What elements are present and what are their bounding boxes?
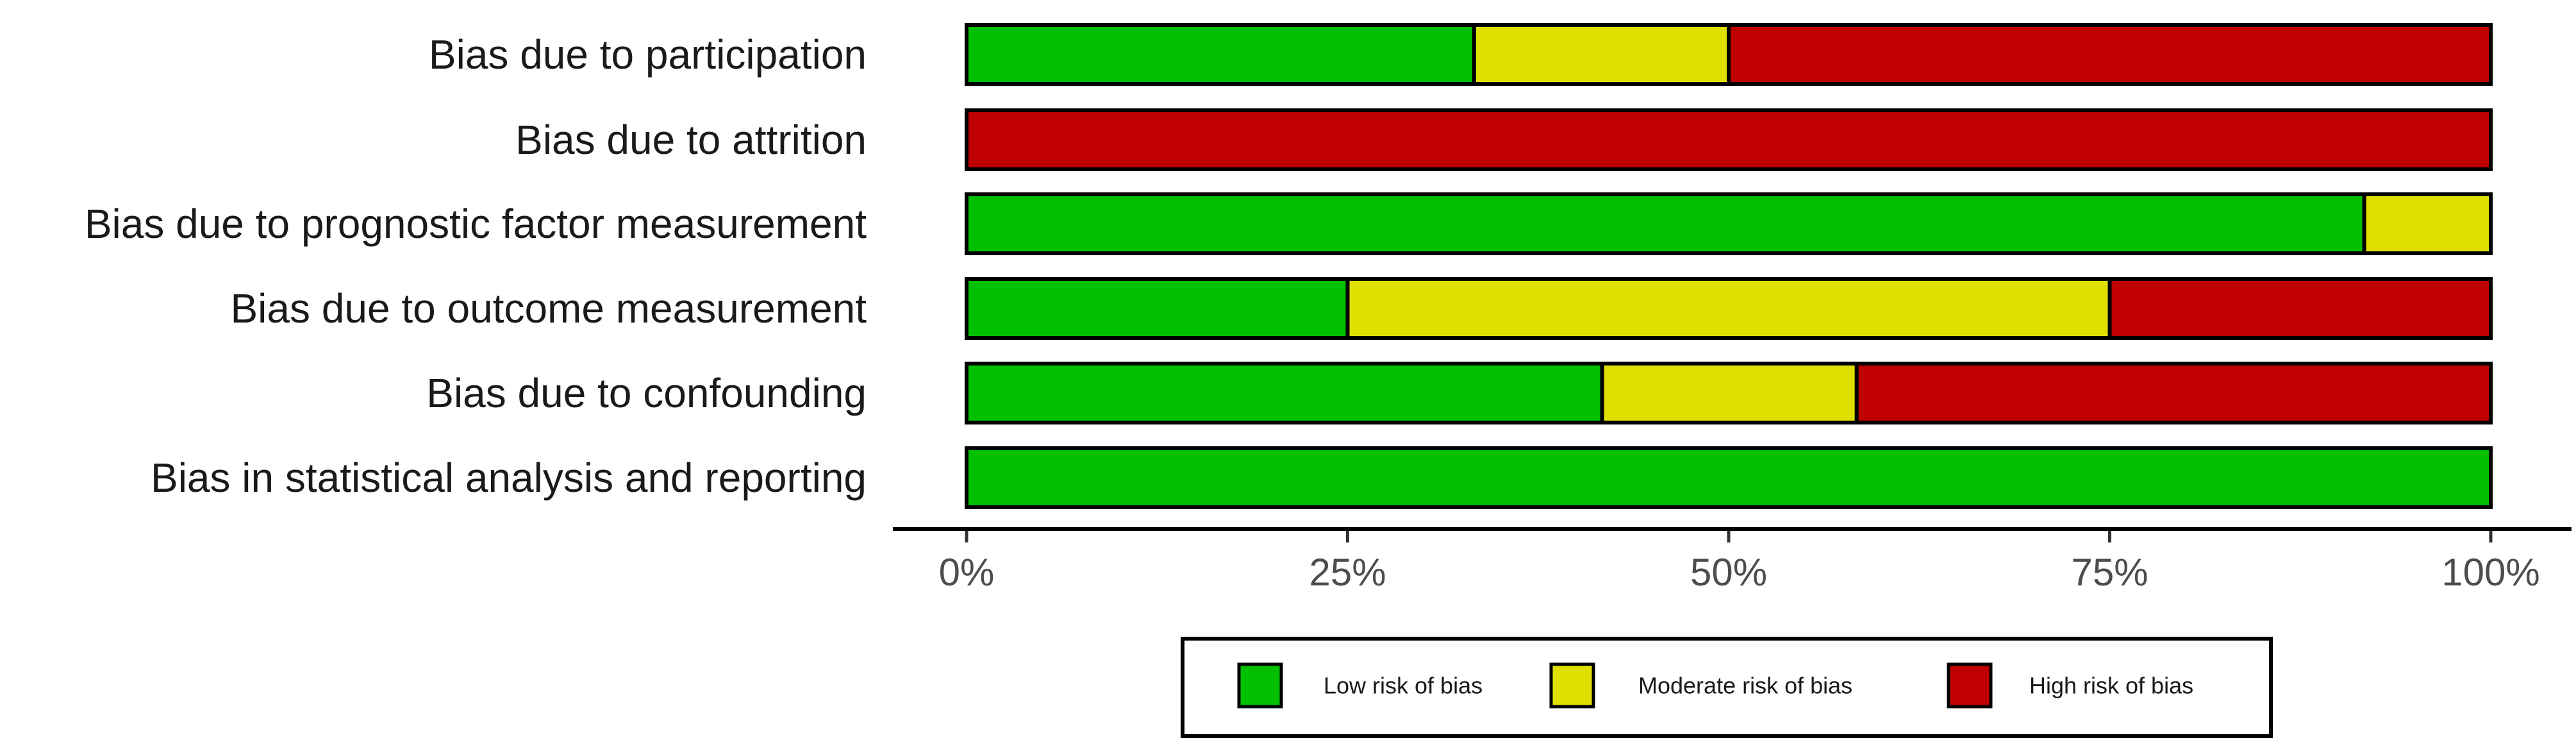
bar-segment [1345,277,2112,340]
category-label: Bias due to prognostic factor measuremen… [85,201,867,247]
bar-segment [2362,192,2493,255]
legend-swatch [1237,662,1283,709]
legend-label: High risk of bias [2029,673,2193,699]
bar-segment [1854,362,2493,424]
x-tick-label: 50% [1690,551,1767,594]
x-tick-label: 75% [2071,551,2148,594]
legend-swatch [1947,662,1993,709]
bar-segment [965,446,2493,509]
category-label: Bias due to attrition [515,117,867,163]
category-label: Bias in statistical analysis and reporti… [151,455,867,501]
bar-segment [965,23,1476,86]
x-tick-label: 100% [2441,551,2539,594]
legend-box [1181,637,2273,738]
bar-segment [1727,23,2493,86]
bar-segment [965,362,1604,424]
bar-segment [2107,277,2493,340]
bar-segment [1600,362,1859,424]
x-tick-label: 25% [1309,551,1386,594]
legend-swatch [1549,662,1595,709]
category-label: Bias due to outcome measurement [230,285,867,332]
bar-segment [1472,23,1731,86]
x-axis-ticks: 0% 25% 50% 75% 100% [939,531,2540,594]
bar-segment [965,277,1350,340]
category-labels: Bias due to participation Bias due to att… [85,31,867,501]
bar-segment [965,192,2366,255]
legend-label: Moderate risk of bias [1638,673,1852,699]
legend-label: Low risk of bias [1324,673,1483,699]
category-label: Bias due to participation [429,31,867,78]
category-label: Bias due to confounding [426,370,867,416]
legend: Low risk of bias Moderate risk of bias Hig… [1181,637,2273,738]
bar-segment [965,108,2493,171]
x-tick-label: 0% [939,551,995,594]
bars-group [965,23,2493,509]
